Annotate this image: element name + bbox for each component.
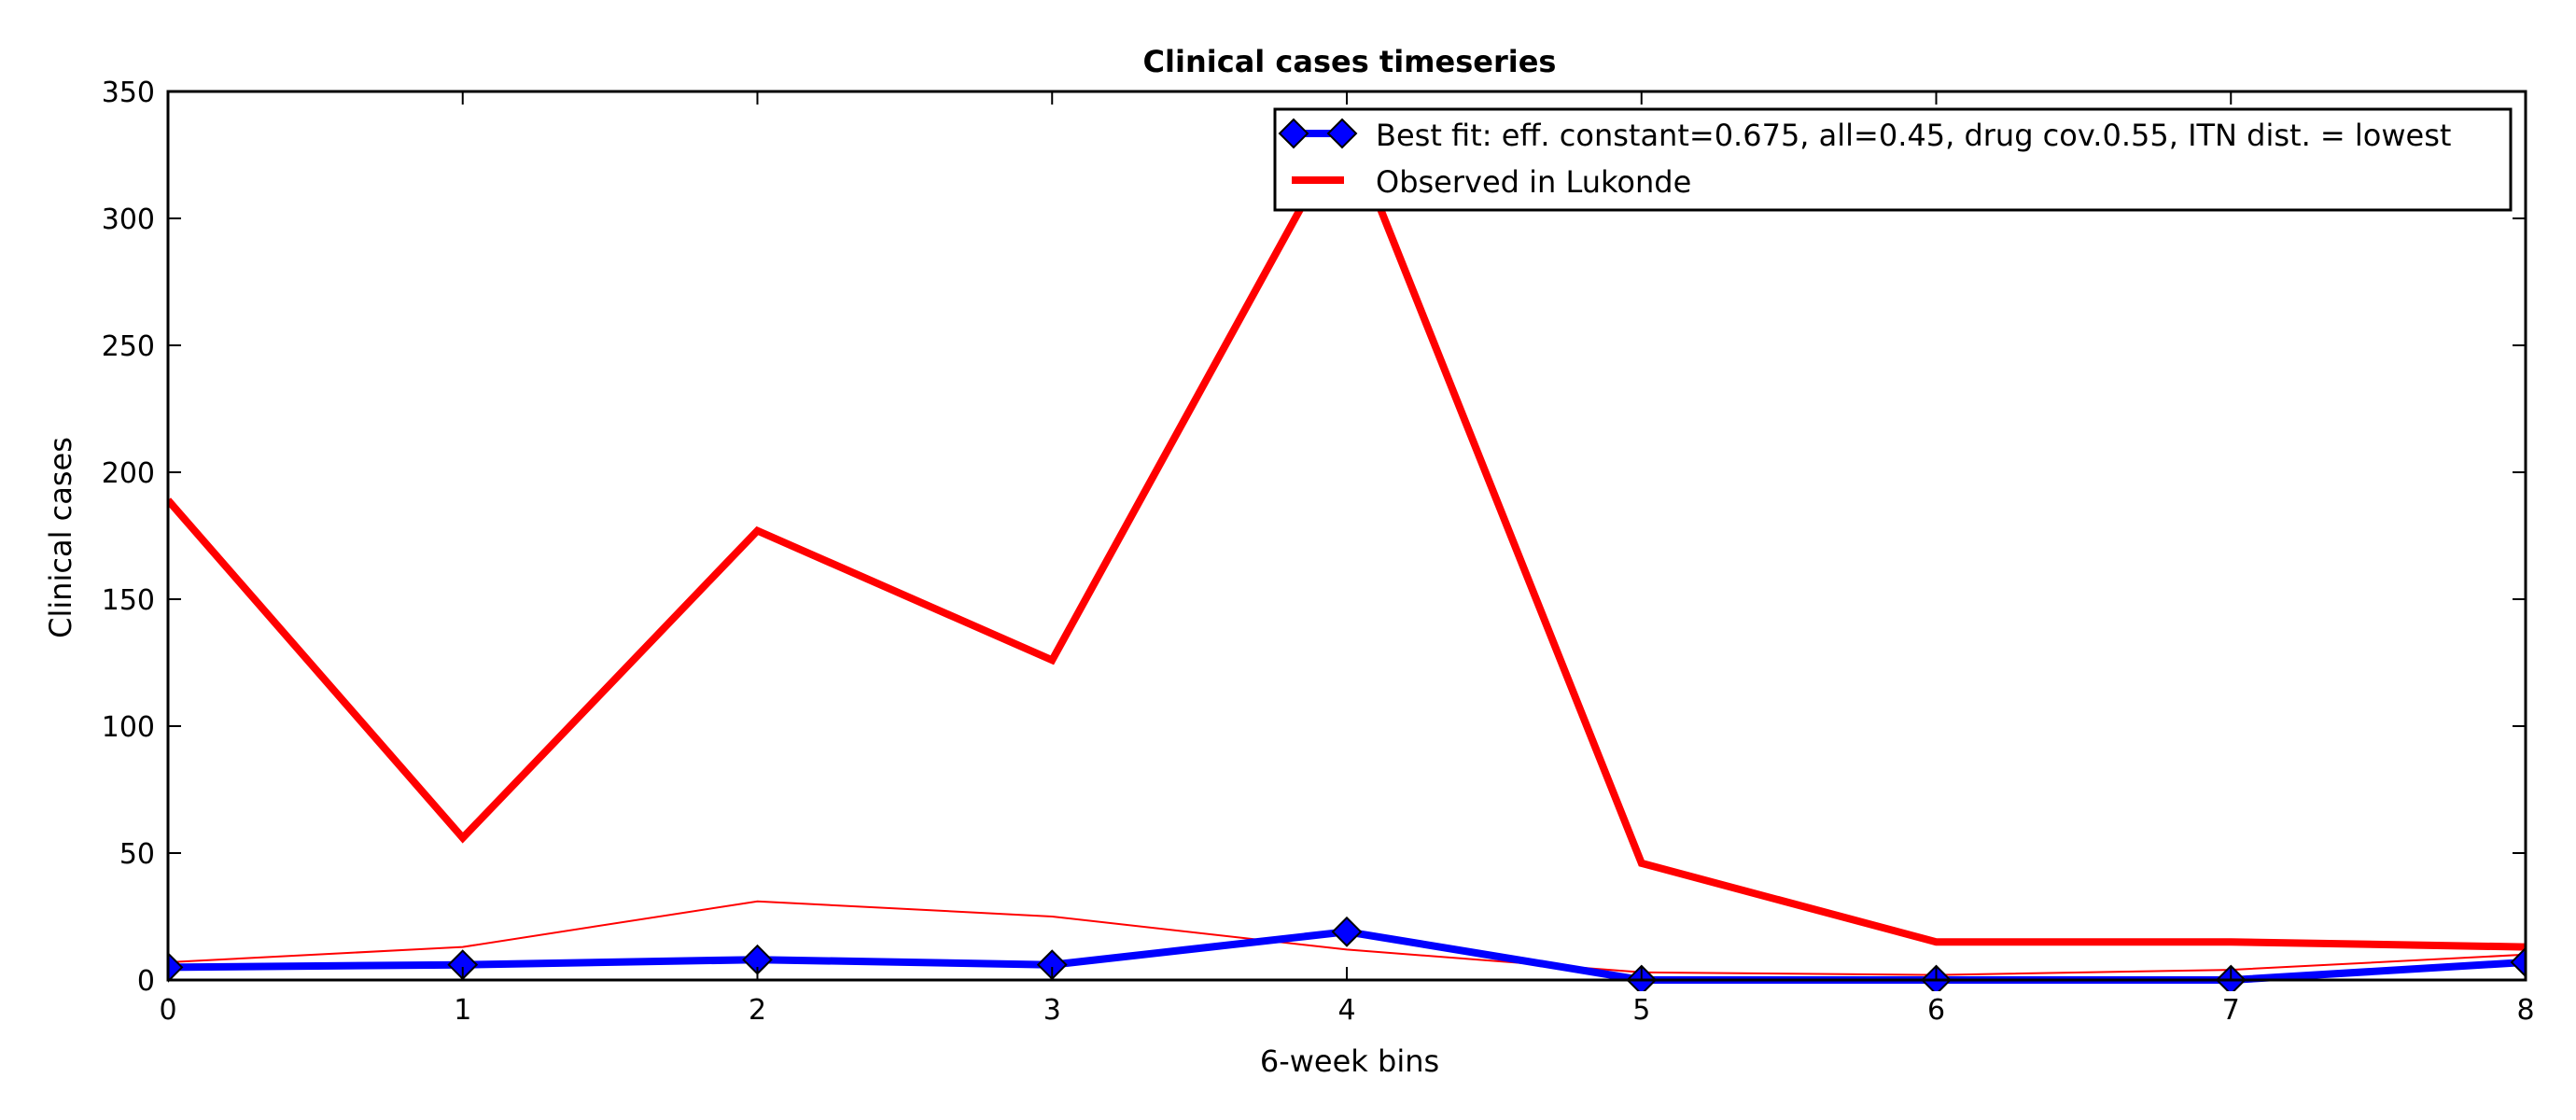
y-axis-title: Clinical cases bbox=[43, 437, 78, 638]
x-axis-title: 6-week bins bbox=[1260, 1043, 1439, 1079]
legend-label-best-fit: Best fit: eff. constant=0.675, all=0.45,… bbox=[1376, 118, 2451, 153]
y-tick-label-2: 100 bbox=[102, 711, 155, 744]
legend: Best fit: eff. constant=0.675, all=0.45,… bbox=[1273, 107, 2513, 212]
y-tick-label-7: 350 bbox=[102, 77, 155, 109]
series-0-point-4 bbox=[1331, 916, 1363, 947]
series-0-point-0 bbox=[168, 951, 184, 983]
x-tick-label-1: 1 bbox=[454, 994, 471, 1027]
x-tick-label-5: 5 bbox=[1632, 994, 1650, 1027]
y-tick-label-6: 300 bbox=[102, 203, 155, 236]
x-tick-label-3: 3 bbox=[1043, 994, 1061, 1027]
x-tick-label-8: 8 bbox=[2516, 994, 2534, 1027]
x-tick-label-0: 0 bbox=[159, 994, 176, 1027]
legend-frame bbox=[1273, 107, 2513, 212]
y-tick-label-0: 0 bbox=[137, 965, 155, 998]
axes-frame bbox=[166, 90, 2527, 982]
legend-label-observed: Observed in Lukonde bbox=[1376, 164, 1691, 200]
y-tick-label-5: 250 bbox=[102, 330, 155, 363]
legend-marker-best-fit-left bbox=[1278, 118, 1309, 149]
x-tick-label-7: 7 bbox=[2222, 994, 2240, 1027]
y-tick-label-4: 200 bbox=[102, 457, 155, 490]
series-0-point-8 bbox=[2510, 946, 2526, 978]
series-line-2 bbox=[168, 900, 2526, 976]
plot-area bbox=[168, 116, 2526, 991]
chart-title: Clinical cases timeseries bbox=[1143, 44, 1557, 79]
x-tick-label-4: 4 bbox=[1337, 994, 1355, 1027]
x-tick-label-6: 6 bbox=[1927, 994, 1945, 1027]
series-line-1 bbox=[168, 116, 2526, 951]
y-tick-label-1: 50 bbox=[119, 838, 155, 871]
axes: 0 1 2 3 4 5 6 7 8 0 50 100 150 200 250 300 350 bbox=[102, 77, 2535, 1027]
y-tick-label-3: 150 bbox=[102, 584, 155, 617]
legend-marker-best-fit-right bbox=[1326, 118, 1358, 149]
x-tick-label-2: 2 bbox=[749, 994, 766, 1027]
